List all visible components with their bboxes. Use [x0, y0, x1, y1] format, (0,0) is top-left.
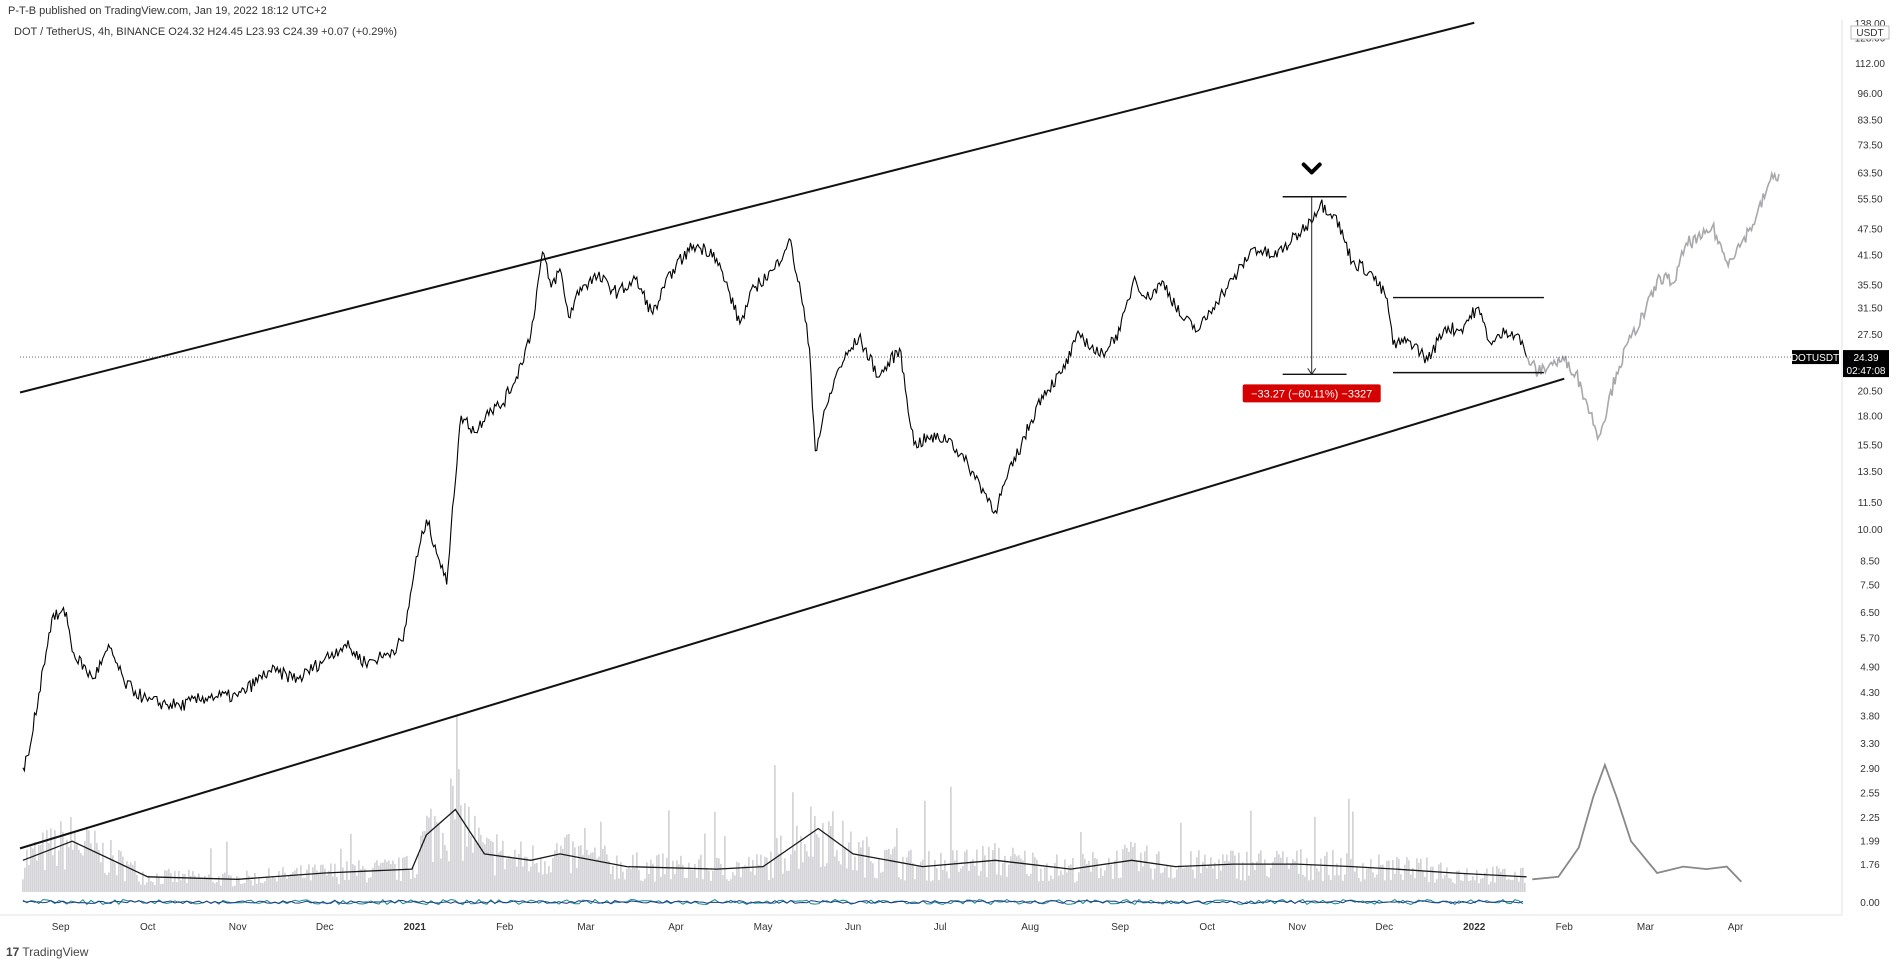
volume-ma-line [22, 808, 1527, 880]
symbol-info: DOT / TetherUS, 4h, BINANCE O24.32 H24.4… [14, 26, 397, 38]
time-tick-label: 2021 [404, 922, 427, 933]
time-tick-label: Jun [845, 922, 861, 933]
measure-badge-text: −33.27 (−60.11%) −3327 [1251, 388, 1372, 400]
symbol-badge-text: DOTUSDT [1791, 353, 1839, 364]
price-tick-label: 83.50 [1857, 116, 1882, 127]
time-tick-label: Sep [1111, 922, 1129, 933]
price-tick-label: 7.50 [1860, 581, 1880, 592]
time-tick-label: Dec [316, 922, 334, 933]
currency-label: USDT [1856, 28, 1883, 39]
price-tick-label: 2.90 [1860, 764, 1880, 775]
time-tick-label: May [754, 922, 773, 933]
price-tick-label: 2.25 [1860, 813, 1880, 824]
time-tick-label: Feb [496, 922, 514, 933]
symbol-badge [1792, 350, 1839, 365]
time-tick-label: Apr [1728, 922, 1744, 933]
footer: 17 TradingView [6, 945, 88, 959]
price-tick-label: 18.00 [1857, 412, 1882, 423]
annotations: −33.27 (−60.11%) −3327 [20, 162, 1840, 403]
price-tick-label: 73.50 [1857, 140, 1882, 151]
time-tick-label: Apr [668, 922, 684, 933]
oscillator-tick-label: 0.00 [1860, 898, 1880, 909]
price-axis: 138.00128.00112.0096.0083.5073.5063.5055… [1791, 19, 1890, 915]
time-tick-label: Oct [140, 922, 156, 933]
time-tick-label: Nov [1288, 922, 1306, 933]
price-tick-label: 4.30 [1860, 688, 1880, 699]
price-tick-label: 8.50 [1860, 556, 1880, 567]
price-tick-label: 2.55 [1860, 789, 1880, 800]
time-tick-label: Jul [934, 922, 947, 933]
brand-name[interactable]: TradingView [22, 945, 89, 959]
published-info: P-T-B published on TradingView.com, Jan … [8, 5, 327, 17]
price-tick-label: 4.90 [1860, 663, 1880, 674]
price-tick-label: 55.50 [1857, 194, 1882, 205]
price-tick-label: 15.50 [1857, 441, 1882, 452]
countdown-label: 02:47:08 [1847, 366, 1886, 377]
measure-arrow-head [1307, 368, 1317, 376]
price-tick-label: 5.70 [1860, 633, 1880, 644]
price-tick-label: 3.80 [1860, 712, 1880, 723]
oscillator-signal-line [22, 899, 1524, 905]
channel-upper [19, 21, 1475, 394]
time-tick-label: Mar [577, 922, 595, 933]
price-tick-label: 27.50 [1857, 330, 1882, 341]
volume-pane [22, 714, 1742, 892]
price-tick-label: 20.50 [1857, 387, 1882, 398]
price-tick-label: 47.50 [1857, 225, 1882, 236]
time-tick-label: Dec [1375, 922, 1393, 933]
time-tick-label: Aug [1021, 922, 1039, 933]
price-tick-label: 3.30 [1860, 739, 1880, 750]
price-tick-label: 35.50 [1857, 281, 1882, 292]
current-price-badge [1843, 350, 1889, 378]
price-tick-label: 96.00 [1857, 89, 1882, 100]
price-tick-label: 112.00 [1855, 59, 1885, 70]
tradingview-logo-icon: 17 [6, 945, 20, 959]
time-tick-label: Mar [1637, 922, 1655, 933]
time-axis: Sep Oct Nov Dec 2021 Feb Mar Apr May Jun Jul Aug Sep… [0, 914, 1842, 933]
channel-lines [19, 21, 1565, 850]
price-tick-label: 1.76 [1860, 860, 1880, 871]
price-tick-label: 6.50 [1860, 608, 1880, 619]
price-tick-label: 63.50 [1857, 169, 1882, 180]
price-tick-label: 10.00 [1857, 525, 1882, 536]
chevron-down-icon [1301, 162, 1322, 175]
price-tick-label: 31.50 [1857, 304, 1882, 315]
time-tick-label: Sep [52, 922, 70, 933]
price-series-group [22, 170, 1780, 773]
time-tick-label: Oct [1199, 922, 1215, 933]
measure-badge [1242, 384, 1381, 403]
currency-box [1850, 25, 1890, 40]
time-tick-label: Nov [229, 922, 247, 933]
price-tick-label: 11.50 [1858, 498, 1883, 509]
price-tick-label: 138.00 [1855, 19, 1886, 30]
price-tick-label: 41.50 [1857, 251, 1882, 262]
price-tick-label: 13.50 [1857, 467, 1882, 478]
time-tick-label: 2022 [1463, 922, 1486, 933]
time-tick-label: Feb [1556, 922, 1574, 933]
current-price-label: 24.39 [1853, 353, 1878, 364]
price-line [22, 199, 1528, 773]
oscillator-pane [22, 898, 1524, 906]
projection-line [1525, 170, 1780, 442]
price-tick-label: 1.99 [1860, 836, 1880, 847]
channel-lower [19, 377, 1565, 850]
volume-projection-line [1532, 762, 1742, 883]
